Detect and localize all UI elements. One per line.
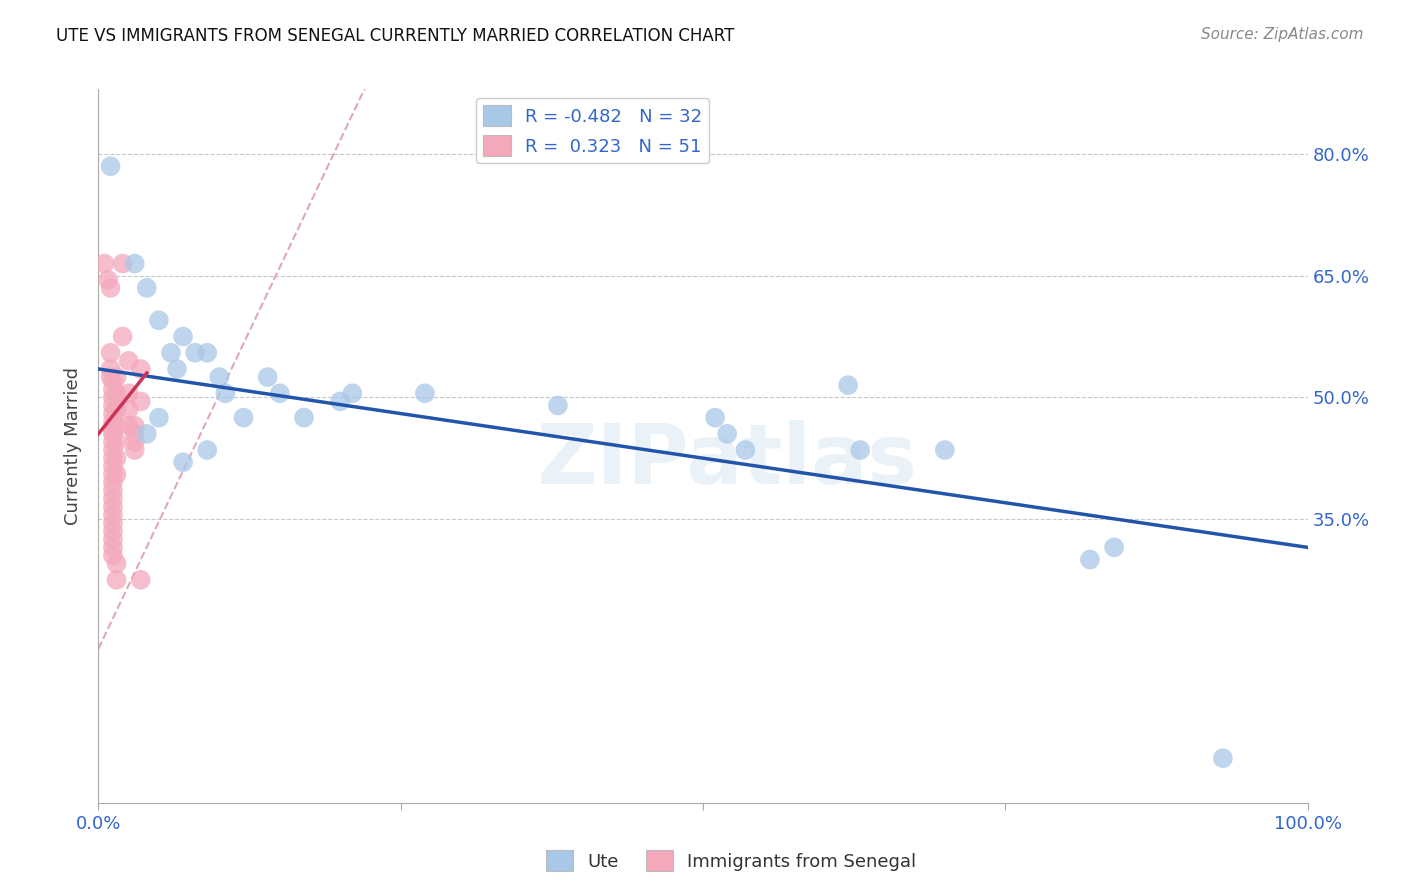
Point (105, 573, 128, 587)
Point (105, 557, 128, 571)
Point (184, 345, 207, 359)
Point (101, 508, 124, 522)
Point (124, 256, 146, 270)
Point (101, 541, 124, 555)
Point (166, 362, 188, 376)
Point (124, 443, 146, 458)
Point (100, 345, 122, 359)
Point (105, 386, 128, 401)
Point (100, 159, 122, 173)
Point (111, 329, 134, 343)
Point (124, 434, 146, 449)
Point (100, 370, 122, 384)
Point (135, 426, 157, 441)
Point (101, 407, 124, 421)
Point (413, 386, 436, 401)
Point (849, 443, 872, 458)
Point (129, 394, 152, 409)
Point (1212, 751, 1234, 765)
Point (734, 443, 756, 458)
Point (101, 467, 124, 482)
Point (105, 370, 128, 384)
Point (195, 443, 218, 458)
Text: Source: ZipAtlas.com: Source: ZipAtlas.com (1201, 27, 1364, 42)
Point (172, 455, 194, 469)
Point (101, 459, 124, 474)
Point (105, 467, 128, 482)
Point (129, 573, 152, 587)
Point (101, 533, 124, 547)
Point (329, 394, 352, 409)
Point (105, 434, 128, 449)
Point (105, 451, 128, 466)
Text: ZIPatlas: ZIPatlas (537, 420, 918, 500)
Point (118, 386, 141, 401)
Legend: R = -0.482   N = 32, R =  0.323   N = 51: R = -0.482 N = 32, R = 0.323 N = 51 (477, 98, 710, 163)
Point (101, 451, 124, 466)
Point (172, 329, 194, 343)
Point (97, 273, 120, 287)
Point (101, 483, 124, 498)
Point (214, 386, 236, 401)
Point (547, 399, 569, 413)
Point (105, 402, 128, 417)
Y-axis label: Currently Married: Currently Married (65, 367, 83, 525)
Point (124, 418, 146, 433)
Point (195, 345, 218, 359)
Point (101, 524, 124, 538)
Point (101, 434, 124, 449)
Point (111, 256, 134, 270)
Point (124, 426, 146, 441)
Point (129, 362, 152, 376)
Text: UTE VS IMMIGRANTS FROM SENEGAL CURRENTLY MARRIED CORRELATION CHART: UTE VS IMMIGRANTS FROM SENEGAL CURRENTLY… (56, 27, 734, 45)
Point (101, 415, 124, 429)
Point (101, 390, 124, 404)
Point (342, 386, 364, 401)
Point (256, 370, 278, 384)
Point (135, 281, 157, 295)
Point (101, 426, 124, 441)
Point (716, 426, 738, 441)
Point (292, 410, 315, 425)
Point (105, 418, 128, 433)
Point (934, 443, 956, 458)
Point (148, 410, 170, 425)
Point (269, 386, 291, 401)
Point (148, 313, 170, 327)
Point (118, 402, 141, 417)
Point (1102, 541, 1125, 555)
Point (704, 410, 727, 425)
Point (118, 418, 141, 433)
Point (101, 374, 124, 388)
Point (208, 370, 231, 384)
Point (101, 516, 124, 530)
Point (1078, 552, 1101, 566)
Point (101, 491, 124, 506)
Point (101, 549, 124, 563)
Point (101, 382, 124, 396)
Point (101, 399, 124, 413)
Point (118, 354, 141, 368)
Point (93, 256, 115, 270)
Point (101, 423, 124, 437)
Point (232, 410, 254, 425)
Legend: Ute, Immigrants from Senegal: Ute, Immigrants from Senegal (538, 843, 924, 879)
Point (101, 500, 124, 514)
Point (160, 345, 183, 359)
Point (100, 362, 122, 376)
Point (837, 378, 859, 392)
Point (100, 281, 122, 295)
Point (101, 443, 124, 458)
Point (101, 475, 124, 490)
